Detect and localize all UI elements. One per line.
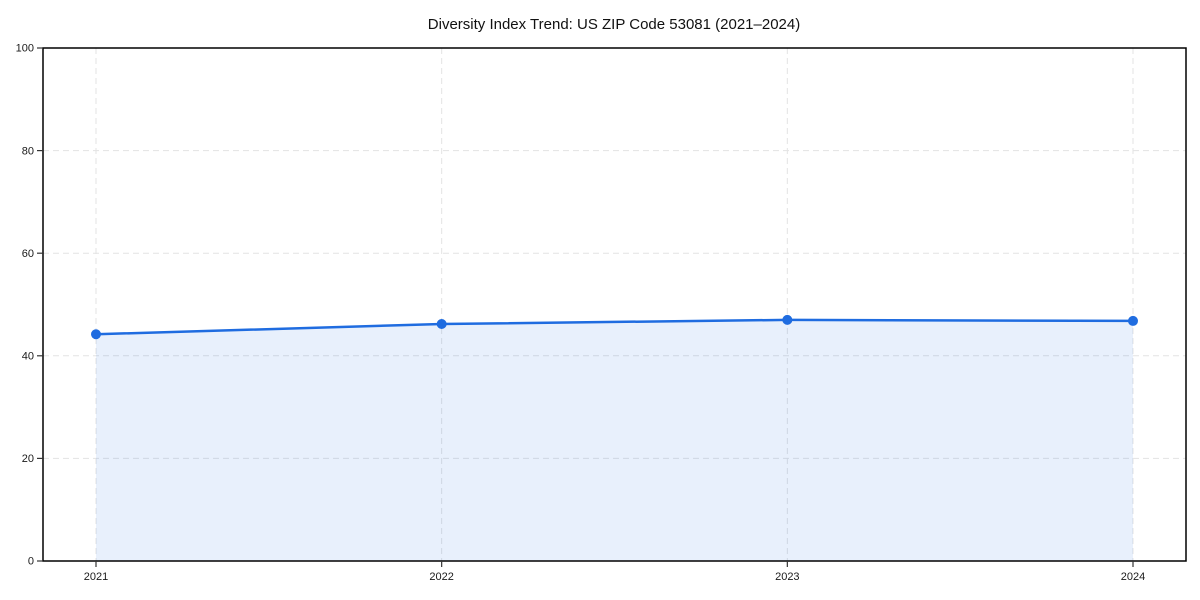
y-tick-label: 80 [22, 145, 34, 157]
y-tick-label: 0 [28, 556, 34, 568]
y-tick-label: 100 [16, 43, 34, 55]
data-point [91, 329, 101, 340]
y-tick-label: 40 [22, 351, 34, 363]
data-point [1128, 315, 1138, 326]
chart-title: Diversity Index Trend: US ZIP Code 53081… [428, 16, 800, 33]
data-point [782, 314, 793, 325]
x-tick-label: 2024 [1121, 571, 1145, 583]
x-tick-label: 2022 [429, 571, 453, 583]
y-tick-label: 60 [22, 248, 34, 260]
y-tick-label: 20 [22, 453, 34, 465]
data-point [436, 318, 447, 329]
trend-line [94, 318, 1135, 336]
x-tick-label: 2023 [775, 571, 799, 583]
plot-border [42, 47, 1187, 562]
area-fill [96, 319, 1133, 561]
x-tick-label: 2021 [84, 571, 108, 583]
